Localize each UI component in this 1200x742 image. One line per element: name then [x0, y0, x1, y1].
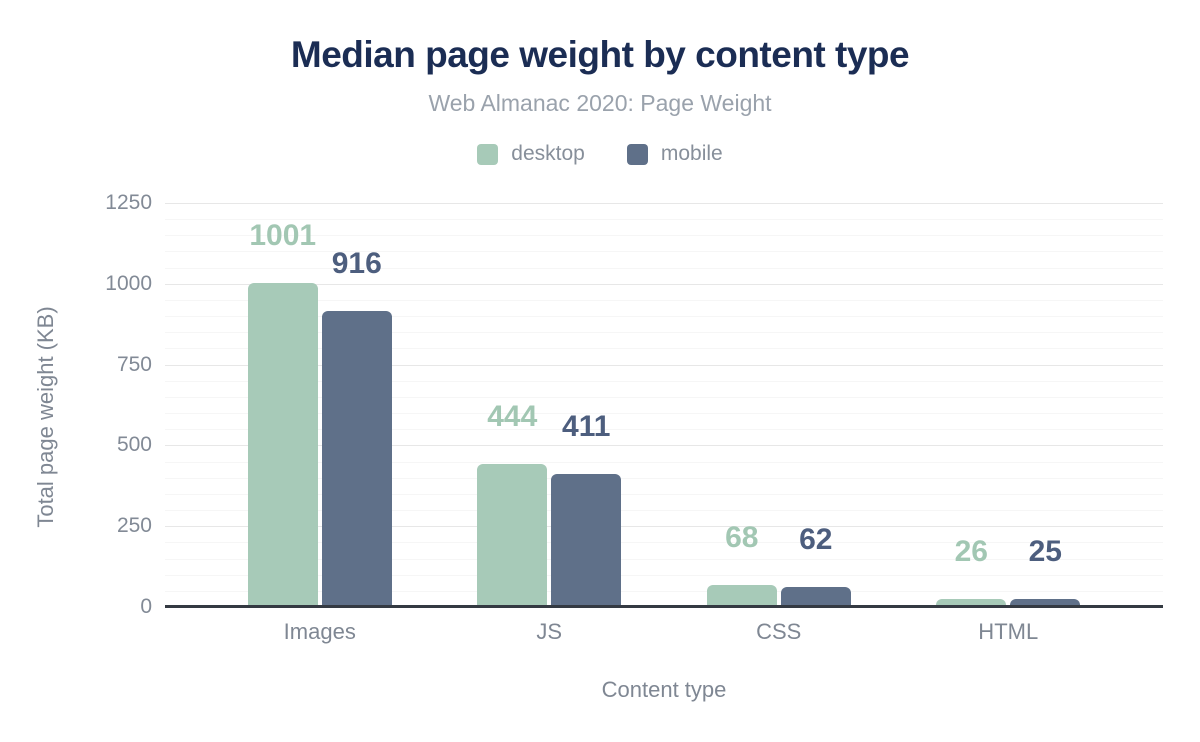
mobile-bar-css[interactable]	[780, 586, 851, 607]
minor-gridline	[165, 219, 1163, 221]
mobile-value-label: 411	[562, 410, 611, 444]
x-axis-title: Content type	[601, 677, 727, 702]
major-gridline	[165, 203, 1163, 204]
x-category-label-js: JS	[536, 619, 563, 644]
major-gridline	[165, 283, 1163, 285]
minor-gridline	[165, 574, 1163, 576]
desktop-bar-html[interactable]	[936, 598, 1007, 607]
minor-gridline	[165, 251, 1163, 253]
y-tick-label: 1250	[105, 191, 152, 214]
y-tick-label: 750	[116, 352, 152, 376]
x-category-label-images: Images	[283, 619, 356, 644]
mobile-value-label: 25	[1028, 534, 1062, 568]
y-axis-title: Total page weight (KB)	[33, 306, 58, 528]
chart-subtitle: Web Almanac 2020: Page Weight	[428, 90, 772, 116]
minor-gridline	[165, 542, 1163, 544]
desktop-value-label: 444	[487, 399, 538, 433]
y-tick-label: 1000	[105, 271, 152, 295]
legend-label: mobile	[660, 142, 723, 165]
desktop-value-label: 68	[725, 521, 759, 555]
major-gridline	[165, 526, 1163, 528]
minor-gridline	[165, 510, 1163, 512]
mobile-bar-images[interactable]	[321, 310, 392, 607]
minor-gridline	[165, 477, 1163, 479]
legend-swatch-icon	[626, 143, 648, 165]
minor-gridline	[165, 558, 1163, 560]
major-gridline	[165, 364, 1163, 366]
minor-gridline	[165, 299, 1163, 301]
desktop-bar-css[interactable]	[706, 585, 777, 607]
chart-title: Median page weight by content type	[290, 34, 910, 75]
x-category-label-html: HTML	[978, 619, 1039, 644]
mobile-value-label: 62	[799, 522, 833, 556]
x-category-label-css: CSS	[756, 619, 802, 644]
legend-item-desktop[interactable]: desktop	[477, 142, 585, 166]
mobile-value-label: 916	[331, 246, 382, 280]
desktop-bar-js[interactable]	[477, 463, 548, 607]
legend-item-mobile[interactable]: mobile	[626, 142, 723, 166]
minor-gridline	[165, 461, 1163, 463]
y-tick-label: 250	[116, 514, 152, 538]
minor-gridline	[165, 380, 1163, 382]
legend-label: desktop	[511, 142, 585, 165]
legend: desktop mobile	[0, 142, 1200, 166]
minor-gridline	[165, 413, 1163, 415]
desktop-value-label: 26	[954, 534, 988, 568]
minor-gridline	[165, 493, 1163, 495]
desktop-value-label: 1001	[249, 219, 317, 253]
minor-gridline	[165, 590, 1163, 592]
y-tick-label: 0	[140, 595, 152, 618]
mobile-bar-html[interactable]	[1010, 598, 1081, 607]
minor-gridline	[165, 267, 1163, 269]
minor-gridline	[165, 396, 1163, 398]
plot-area: 0 250 500 750 1000 1250 1001 916 Images 444 411 JS 6…	[105, 192, 1163, 644]
major-gridline	[165, 445, 1163, 447]
y-tick-label: 500	[116, 433, 152, 457]
desktop-bar-images[interactable]	[247, 283, 318, 607]
minor-gridline	[165, 235, 1163, 237]
minor-gridline	[165, 348, 1163, 350]
x-axis-line	[165, 605, 1163, 608]
minor-gridline	[165, 316, 1163, 318]
minor-gridline	[165, 332, 1163, 334]
mobile-bar-js[interactable]	[551, 474, 622, 607]
minor-gridline	[165, 429, 1163, 431]
legend-swatch-icon	[477, 143, 499, 165]
